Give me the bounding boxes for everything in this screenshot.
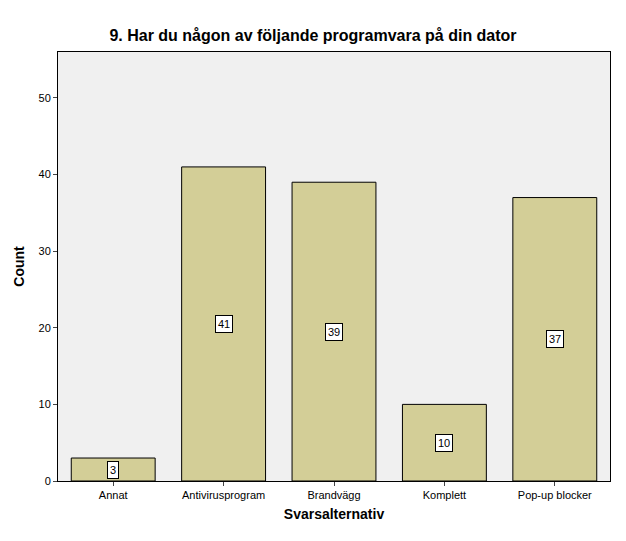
svg-text:10: 10 — [39, 398, 51, 410]
svg-text:40: 40 — [39, 168, 51, 180]
svg-text:10: 10 — [438, 437, 450, 449]
svg-text:20: 20 — [39, 322, 51, 334]
svg-text:41: 41 — [218, 318, 230, 330]
svg-text:39: 39 — [328, 326, 340, 338]
svg-text:50: 50 — [39, 92, 51, 104]
svg-text:9. Har du någon av följande pr: 9. Har du någon av följande programvara … — [109, 27, 516, 44]
svg-text:0: 0 — [45, 475, 51, 487]
svg-text:Komplett: Komplett — [423, 489, 466, 501]
svg-text:Svarsalternativ: Svarsalternativ — [284, 506, 385, 522]
svg-text:Annat: Annat — [99, 489, 128, 501]
svg-text:Brandvägg: Brandvägg — [307, 489, 360, 501]
svg-text:30: 30 — [39, 245, 51, 257]
svg-text:Antivirusprogram: Antivirusprogram — [182, 489, 265, 501]
svg-text:Count: Count — [11, 246, 27, 287]
svg-text:Pop-up blocker: Pop-up blocker — [518, 489, 592, 501]
svg-text:3: 3 — [110, 464, 116, 476]
svg-text:37: 37 — [549, 333, 561, 345]
